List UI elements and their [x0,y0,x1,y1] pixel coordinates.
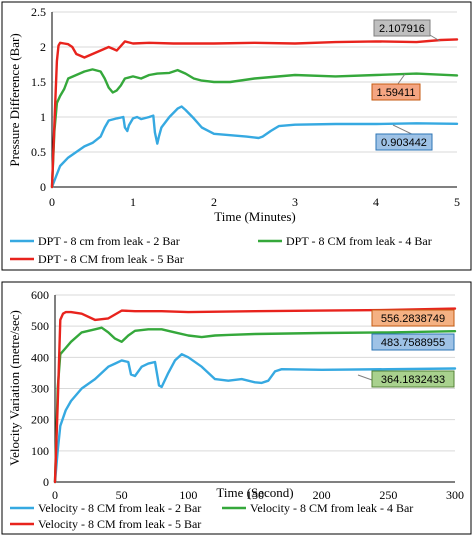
chart-1-callout-label: 2.107916 [379,23,425,35]
chart-2-ytick: 500 [31,319,49,333]
chart-2-xtick: 300 [446,488,464,502]
chart-2-xtick: 250 [379,488,397,502]
chart-1-xtick: 5 [454,195,460,209]
chart-1-ytick: 1 [40,110,46,124]
chart-1-y-ticks: 0 0.5 1 1.5 2 2.5 [31,5,46,194]
chart-1-series-line-2bar [50,105,459,189]
chart-1-legend-label-4bar: DPT - 8 CM from leak - 4 Bar [286,234,432,248]
chart-2-callout-box [371,333,455,351]
chart-2-series-line-4bar [53,326,457,484]
chart-2-callout-label: 483.7588955 [381,337,445,349]
chart-1-xtick: 0 [49,195,55,209]
chart-2-legend: Velocity - 8 CM from leak - 2 Bar Veloci… [10,501,413,531]
chart-2-xtick: 50 [116,488,128,502]
chart-1-xtick: 3 [292,195,298,209]
chart-2-ytick: 100 [31,444,49,458]
chart-1-callout-box [373,19,431,37]
chart-2-callout-leader [357,374,373,381]
chart-1-callout-box [371,83,421,101]
chart-2-callout-label: 364.1832433 [381,374,445,386]
chart-2-ytick: 200 [31,413,49,427]
chart-2-callout-label: 556.2838749 [381,313,445,325]
chart-1-callout-label: 0.903442 [381,137,427,149]
chart-2-callouts: 556.2838749 483.7588955 364.1832433 [357,309,455,388]
chart-1-x-ticks: 0 1 2 3 4 5 [49,195,460,209]
chart-1-legend: DPT - 8 cm from leak - 2 Bar DPT - 8 CM … [10,234,432,266]
chart-1-xtick: 2 [211,195,217,209]
chart-2-ytick: 0 [43,475,49,489]
chart-1-series-line-4bar [50,68,459,189]
chart-2-series-line-5bar [53,307,457,484]
chart-1-legend-label-5bar: DPT - 8 CM from leak - 5 Bar [38,252,184,266]
chart-1-ytick: 2 [40,40,46,54]
chart-2-series [53,307,457,484]
chart-1-legend-label-2bar: DPT - 8 cm from leak - 2 Bar [38,234,180,248]
chart-1-series [50,38,459,189]
chart-2-callout-box [371,370,455,388]
chart-2-xtick: 100 [179,488,197,502]
chart-2-xtick: 150 [246,488,264,502]
chart-2-ytick: 300 [31,382,49,396]
chart-1-callout-label: 1.59411 [377,87,416,99]
chart-1-callouts: 2.107916 1.59411 0.903442 [371,19,441,151]
chart-1-ytick: 0.5 [31,145,46,159]
chart-2-y-ticks: 0 100 200 300 400 500 600 [31,288,49,489]
chart-2-callout-box [371,309,455,327]
chart-2-xtick: 0 [52,488,58,502]
chart-2-xtick: 200 [313,488,331,502]
chart-1-y-axis-title: Pressure Difference (Bar) [7,33,22,166]
chart-1-x-axis-title: Time (Minutes) [214,209,296,224]
chart-2-y-axis-title: Velocity Variation (metre/sec) [7,310,22,466]
chart-2-series-line-2bar [53,353,457,484]
chart-1-xtick: 4 [373,195,379,209]
chart-2-x-axis-title: Time (Second) [216,485,293,500]
chart-1: 0 0.5 1 1.5 2 2.5 0 1 2 3 4 5 2.107916 [1,1,472,271]
chart-2: 0 100 200 300 400 500 600 0 50 100 150 2… [1,281,472,535]
chart-1-ytick: 0 [40,180,46,194]
chart-2-legend-label-4bar: Velocity - 8 CM from leak - 4 Bar [250,501,413,515]
chart-2-legend-label-2bar: Velocity - 8 CM from leak - 2 Bar [38,501,201,515]
chart-2-legend-label-5bar: Velocity - 8 CM from leak - 5 Bar [38,517,201,531]
chart-1-callout-box [375,133,433,151]
chart-1-xtick: 1 [130,195,136,209]
chart-1-series-line-5bar [50,38,459,189]
chart-2-ytick: 600 [31,288,49,302]
chart-2-ytick: 400 [31,350,49,364]
chart-2-x-ticks: 0 50 100 150 200 250 300 [52,488,464,502]
chart-1-ytick: 1.5 [31,75,46,89]
chart-1-ytick: 2.5 [31,5,46,19]
